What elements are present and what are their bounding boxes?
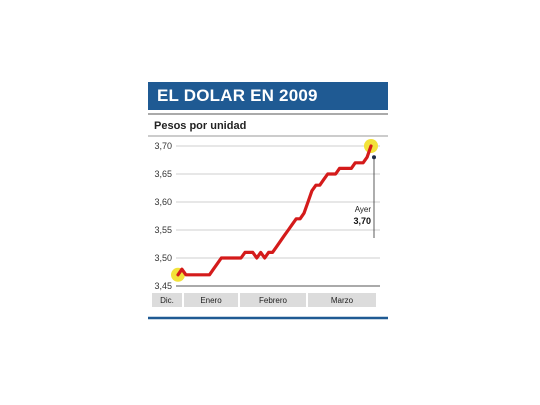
y-tick-label: 3,70 — [154, 141, 172, 151]
y-axis-label: Pesos por unidad — [154, 120, 247, 132]
data-point — [307, 201, 309, 203]
y-tick-label: 3,65 — [154, 169, 172, 179]
data-point — [177, 274, 179, 276]
y-tick-label: 3,50 — [154, 253, 172, 263]
series-layer — [171, 139, 378, 282]
data-point — [303, 212, 305, 214]
annotation-layer: Ayer 3,70 — [353, 155, 376, 238]
data-point — [287, 229, 289, 231]
data-point — [208, 274, 211, 276]
category-cell — [184, 293, 238, 307]
data-point — [220, 257, 222, 259]
data-point — [315, 184, 317, 186]
data-point — [252, 251, 254, 253]
data-point — [193, 274, 195, 276]
data-point — [197, 274, 199, 276]
category-label: Febrero — [259, 296, 288, 305]
annotation-value: 3,70 — [353, 216, 371, 226]
data-point — [201, 274, 203, 276]
data-point — [279, 240, 282, 242]
category-label: Marzo — [331, 296, 354, 305]
data-point — [260, 251, 262, 253]
data-point — [331, 173, 333, 175]
data-point — [275, 246, 278, 248]
data-point — [248, 251, 250, 253]
data-point — [342, 167, 345, 169]
category-label: Dic. — [160, 296, 174, 305]
data-point — [346, 167, 348, 169]
data-point — [271, 251, 274, 253]
data-point — [267, 251, 270, 253]
y-tick-label: 3,55 — [154, 225, 172, 235]
y-tick-label: 3,45 — [154, 281, 172, 291]
y-tick-labels: 3,70 3,65 3,60 3,55 3,50 3,45 — [154, 141, 172, 291]
data-point — [232, 257, 234, 259]
data-point — [236, 257, 238, 259]
data-point — [212, 268, 215, 270]
data-point — [319, 184, 321, 186]
data-point — [358, 162, 360, 164]
data-point — [264, 257, 266, 259]
data-point — [283, 235, 285, 237]
chart-title: EL DOLAR EN 2009 — [157, 86, 318, 105]
chart-title-bar: EL DOLAR EN 2009 — [148, 82, 388, 110]
data-point — [354, 162, 356, 164]
category-cell — [308, 293, 376, 307]
data-point — [362, 162, 364, 164]
data-point — [185, 274, 187, 276]
data-point — [189, 274, 191, 276]
data-point — [334, 173, 337, 175]
category-label: Enero — [200, 296, 222, 305]
data-point — [311, 190, 313, 192]
data-point — [204, 274, 207, 276]
category-cell — [240, 293, 306, 307]
data-point — [228, 257, 230, 259]
data-point — [370, 145, 372, 147]
data-point — [244, 251, 246, 253]
data-point — [366, 156, 368, 158]
data-point — [256, 257, 258, 259]
data-point — [295, 218, 297, 220]
y-tick-label: 3,60 — [154, 197, 172, 207]
data-point — [323, 179, 325, 181]
x-category-band: Dic. Enero Febrero Marzo — [152, 293, 376, 307]
category-cell — [152, 293, 182, 307]
data-point — [350, 167, 352, 169]
data-point — [338, 167, 341, 169]
data-point — [299, 218, 301, 220]
data-point — [240, 257, 242, 259]
annotation-label: Ayer — [355, 205, 372, 214]
data-point — [224, 257, 226, 259]
series-line — [176, 144, 373, 277]
data-point — [181, 268, 183, 270]
gridlines — [176, 145, 380, 287]
data-point — [327, 173, 329, 175]
data-point — [291, 223, 293, 225]
data-point — [216, 263, 218, 265]
